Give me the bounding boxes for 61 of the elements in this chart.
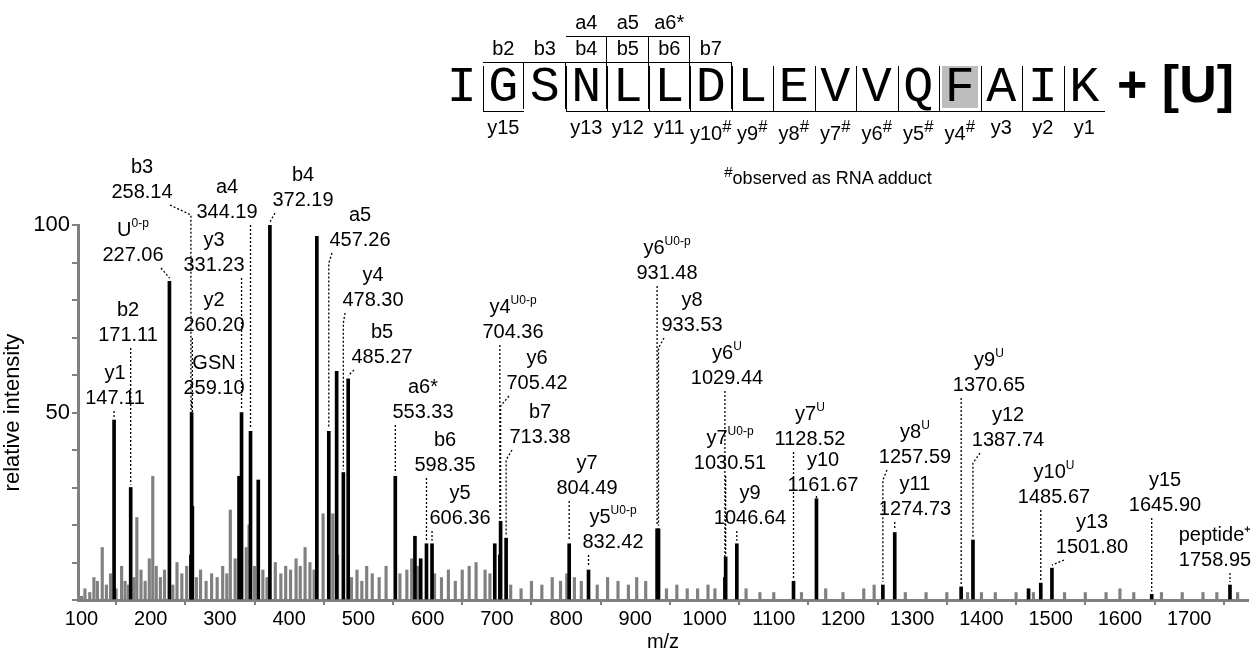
x-axis-title: m/z [646, 629, 680, 652]
x-tick-label: 200 [134, 606, 168, 629]
text: y4$^{#}$ [944, 117, 975, 144]
text: y1 [1072, 115, 1096, 139]
x-tick-label: 1700 [1166, 606, 1212, 629]
annotation: b3 258.14 [111, 154, 173, 202]
text: b7 [698, 36, 723, 60]
y-axis-title: relative intensity [0, 333, 25, 492]
text: y8$^{#}$ [778, 117, 809, 144]
text: $^{#}$observed as RNA adduct [723, 162, 933, 190]
text: y11 [653, 116, 685, 138]
text: y6$^{#}$ [861, 117, 892, 144]
annotation: y5 606.36 [429, 480, 491, 528]
annotation: y2 260.20 [183, 287, 245, 335]
x-tick-label: 900 [618, 606, 652, 629]
text: + [U] [1117, 54, 1234, 115]
y-tick-label: 50 [45, 398, 70, 424]
annotation: y10 1161.67 [787, 447, 859, 495]
text: y3 [990, 116, 1012, 138]
text: y7$^{#}$ [820, 117, 851, 144]
annotation: y11 1274.73 [878, 471, 952, 519]
annotation: y4 478.30 [342, 262, 404, 310]
text: a5 [615, 10, 640, 34]
annotation: y3 331.23 [183, 227, 245, 275]
annotation: y1 147.11 [85, 360, 145, 408]
annotation: y9 1046.64 [713, 480, 787, 528]
x-tick-label: 500 [341, 606, 376, 629]
x-tick-label: 1500 [1028, 606, 1073, 629]
x-tick-label: 300 [203, 606, 237, 629]
x-tick-label: 1200 [820, 606, 866, 629]
x-tick-label: 1100 [752, 606, 796, 629]
text: y12 [611, 116, 644, 138]
text: a6* [653, 10, 686, 34]
text: y15 [486, 115, 521, 139]
x-tick-label: 600 [410, 606, 445, 629]
x-tick-label: 1300 [889, 606, 935, 629]
text: y13 [570, 116, 603, 138]
text: b5 [615, 36, 640, 60]
x-tick-label: 1600 [1097, 606, 1143, 629]
x-tick-label: 800 [549, 606, 583, 629]
text: a4 [574, 10, 599, 34]
text: y10$^{#}$ [689, 117, 732, 144]
text: y2 [1031, 115, 1055, 139]
x-tick-label: 400 [272, 606, 306, 629]
text: b2 [491, 36, 516, 60]
annotation: y13 1501.80 [1055, 509, 1129, 557]
annotation: y12 1387.74 [971, 402, 1045, 450]
annotation: GSN 259.10 [183, 350, 245, 398]
annotation: peptide⁺ 1758.95 [1178, 522, 1252, 570]
x-tick-label: 700 [480, 606, 514, 629]
x-tick-label: 1400 [959, 606, 1004, 629]
annotation: b2 171.11 [98, 297, 158, 345]
text: y5$^{#}$ [903, 117, 934, 144]
text: y9$^{#}$ [737, 117, 768, 144]
text: b3 [532, 36, 557, 60]
annotation: b4 372.19 [272, 162, 334, 210]
x-tick-label: 100 [64, 606, 99, 629]
text: b4 [574, 36, 599, 60]
x-tick-label: 1000 [682, 606, 727, 629]
annotation: b7 713.38 [509, 399, 571, 447]
text: b6 [657, 36, 682, 60]
